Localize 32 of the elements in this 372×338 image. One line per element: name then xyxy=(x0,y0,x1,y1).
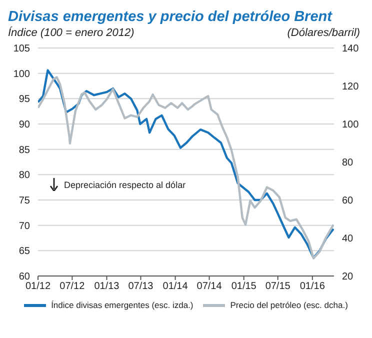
annotation: Depreciación respecto al dólar xyxy=(64,180,186,190)
x-tick-label: 01/14 xyxy=(162,281,188,292)
chart-title: Divisas emergentes y precio del petróleo Brent xyxy=(8,8,334,26)
y2-tick-label: 140 xyxy=(342,44,360,55)
x-tick-label: 07/15 xyxy=(265,281,291,292)
legend-label: Índice divisas emergentes (esc. izda.) xyxy=(51,300,194,310)
x-tick-label: 01/15 xyxy=(231,281,257,292)
y2-axis-title: (Dólares/barril) xyxy=(287,26,360,40)
y2-tick-label: 80 xyxy=(342,158,354,169)
y2-tick-label: 100 xyxy=(342,120,360,131)
y-tick-label: 100 xyxy=(13,68,30,80)
y-tick-label: 80 xyxy=(18,170,30,182)
x-tick-label: 01/13 xyxy=(94,281,120,292)
y-tick-label: 65 xyxy=(18,246,30,258)
x-tick-label: 07/14 xyxy=(196,281,222,292)
y-tick-label: 60 xyxy=(18,272,30,283)
x-tick-label: 07/13 xyxy=(128,281,154,292)
y-axis-title: Índice (100 = enero 2012) xyxy=(8,26,134,40)
y-tick-label: 95 xyxy=(18,94,30,106)
y-tick-label: 70 xyxy=(18,220,30,232)
y2-tick-label: 120 xyxy=(342,82,360,93)
y-tick-label: 105 xyxy=(13,44,30,55)
x-tick-label: 07/12 xyxy=(60,281,86,292)
legend-label: Precio del petróleo (esc. dcha.) xyxy=(230,300,348,310)
y-tick-label: 75 xyxy=(18,196,30,207)
y2-tick-label: 40 xyxy=(342,234,354,245)
y-tick-label: 90 xyxy=(18,120,30,131)
y-tick-label: 85 xyxy=(18,144,30,156)
y2-tick-label: 20 xyxy=(342,272,354,283)
y2-tick-label: 60 xyxy=(342,196,354,207)
x-tick-label: 01/12 xyxy=(25,281,51,292)
x-tick-label: 01/16 xyxy=(300,281,326,292)
